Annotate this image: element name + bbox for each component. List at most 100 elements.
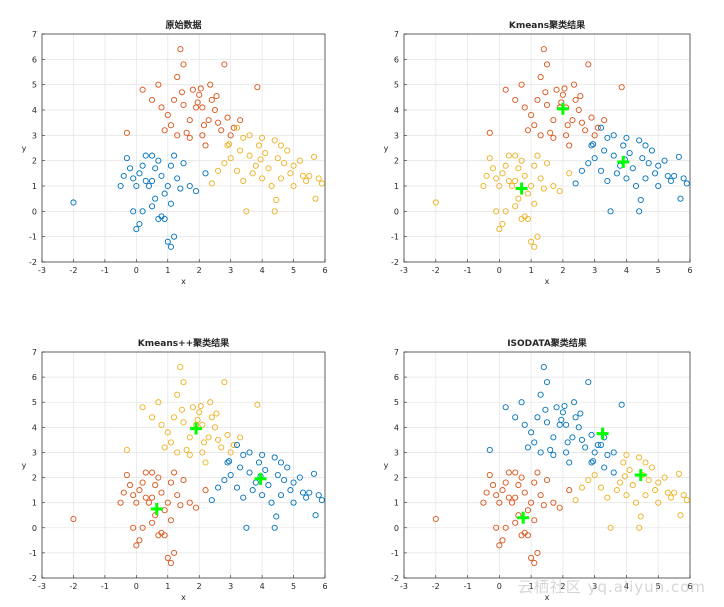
data-point bbox=[505, 177, 512, 184]
data-point bbox=[126, 165, 134, 172]
data-point bbox=[486, 155, 493, 162]
data-point bbox=[274, 471, 281, 479]
y-tick-label: 7 bbox=[394, 348, 399, 357]
data-point bbox=[133, 226, 140, 233]
data-point bbox=[259, 134, 266, 141]
data-point bbox=[604, 134, 611, 141]
data-point bbox=[218, 127, 225, 134]
data-point bbox=[502, 208, 509, 215]
data-point bbox=[259, 451, 266, 459]
data-point bbox=[505, 469, 512, 476]
data-point bbox=[161, 532, 168, 539]
data-point bbox=[161, 444, 168, 451]
data-point bbox=[556, 504, 563, 511]
data-point bbox=[271, 524, 278, 531]
data-point bbox=[537, 175, 544, 182]
data-point bbox=[133, 182, 140, 190]
data-point bbox=[271, 137, 278, 144]
data-point bbox=[287, 487, 294, 494]
data-point bbox=[537, 449, 544, 456]
data-point bbox=[550, 499, 557, 506]
data-point bbox=[623, 451, 630, 459]
data-point bbox=[202, 459, 209, 466]
data-point bbox=[281, 160, 288, 167]
data-point bbox=[585, 379, 592, 386]
data-point bbox=[515, 482, 522, 489]
data-point bbox=[569, 117, 576, 124]
data-point bbox=[255, 459, 263, 466]
y-tick-label: 4 bbox=[32, 106, 37, 115]
data-point bbox=[505, 152, 512, 159]
data-point bbox=[123, 155, 130, 162]
data-point bbox=[521, 172, 528, 179]
data-point bbox=[636, 208, 643, 215]
data-point bbox=[237, 464, 244, 471]
x-tick-label: 1 bbox=[529, 582, 534, 591]
data-point bbox=[164, 429, 171, 436]
data-point bbox=[211, 424, 218, 431]
data-point bbox=[133, 542, 140, 549]
data-point bbox=[489, 165, 497, 172]
data-point bbox=[262, 150, 269, 157]
y-tick-label: 5 bbox=[32, 398, 37, 407]
data-point bbox=[655, 182, 662, 190]
data-point bbox=[570, 81, 578, 88]
y-tick-label: -2 bbox=[29, 574, 37, 583]
plot-area bbox=[42, 34, 325, 262]
data-point bbox=[145, 499, 152, 506]
data-point bbox=[277, 142, 285, 149]
x-tick-label: 1 bbox=[529, 266, 534, 275]
data-point bbox=[180, 419, 187, 426]
data-point bbox=[171, 96, 178, 103]
data-point bbox=[197, 85, 204, 92]
x-tick-label: -1 bbox=[101, 266, 109, 275]
data-point bbox=[197, 402, 204, 410]
data-point bbox=[648, 147, 655, 154]
data-point bbox=[591, 155, 598, 162]
data-point bbox=[588, 142, 595, 149]
data-point bbox=[315, 175, 322, 182]
data-point bbox=[240, 134, 247, 141]
data-point bbox=[534, 152, 541, 159]
x-tick-label: -2 bbox=[69, 582, 77, 591]
data-point bbox=[139, 162, 146, 169]
y-tick-label: 2 bbox=[32, 157, 37, 166]
data-point bbox=[139, 479, 146, 486]
data-point bbox=[155, 474, 162, 481]
data-point bbox=[193, 188, 200, 195]
data-point bbox=[310, 153, 318, 160]
data-point bbox=[199, 132, 206, 139]
data-point bbox=[246, 469, 253, 476]
y-tick-label: 3 bbox=[32, 131, 37, 140]
data-point bbox=[233, 441, 241, 448]
data-point bbox=[661, 474, 668, 481]
data-point bbox=[610, 469, 617, 476]
data-point bbox=[518, 474, 525, 481]
data-point bbox=[677, 512, 684, 519]
data-point bbox=[164, 182, 171, 190]
data-point bbox=[543, 477, 551, 484]
y-tick-label: 2 bbox=[394, 157, 399, 166]
data-point bbox=[142, 494, 149, 501]
data-point bbox=[257, 156, 264, 163]
data-point bbox=[512, 519, 519, 526]
data-point bbox=[572, 414, 579, 421]
data-point bbox=[194, 416, 201, 423]
x-tick-label: 3 bbox=[228, 582, 233, 591]
data-point bbox=[243, 208, 250, 215]
data-point bbox=[194, 99, 201, 106]
data-point bbox=[601, 117, 608, 124]
data-point bbox=[572, 96, 579, 103]
data-point bbox=[167, 517, 174, 524]
data-point bbox=[613, 487, 620, 494]
data-point bbox=[521, 104, 528, 111]
plot-area bbox=[42, 352, 325, 578]
data-point bbox=[493, 492, 500, 499]
data-point bbox=[594, 124, 601, 131]
y-tick-label: 4 bbox=[394, 423, 399, 432]
x-tick-label: 0 bbox=[134, 582, 139, 591]
y-tick-label: 7 bbox=[394, 30, 399, 39]
